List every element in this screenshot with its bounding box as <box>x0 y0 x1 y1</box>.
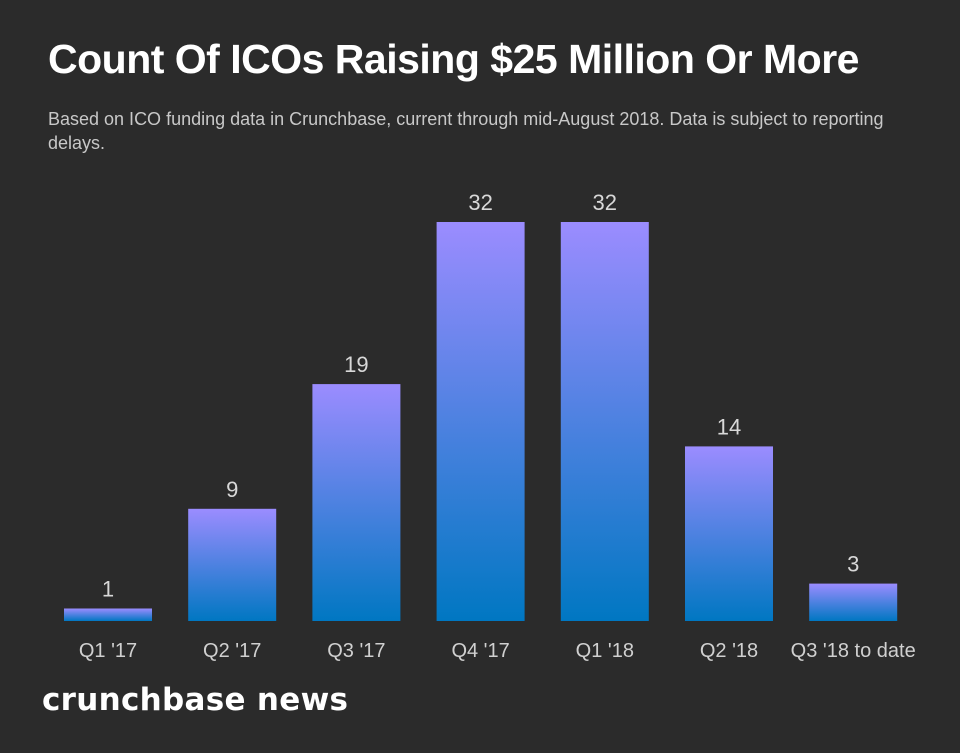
bar-5 <box>685 446 773 621</box>
bar-value-label-4: 32 <box>593 190 617 215</box>
x-tick-labels-group: Q1 '17 Q2 '17 Q3 '17 Q4 '17 Q1 '18 Q2 '18 Q3 '… <box>79 640 916 662</box>
x-tick-label-3: Q4 '17 <box>451 640 509 662</box>
crunchbase-news-logo: crunchbase news <box>42 682 349 718</box>
chart-title: Count Of ICOs Raising $25 Million Or Mor… <box>48 36 859 82</box>
x-tick-label-6: Q3 '18 to date <box>791 640 916 662</box>
bar-4 <box>560 222 649 621</box>
x-tick-label-4: Q1 '18 <box>576 640 634 662</box>
x-tick-label-2: Q3 '17 <box>327 640 385 662</box>
bar-0 <box>64 608 152 621</box>
bar-value-label-3: 32 <box>468 190 492 215</box>
bars-group <box>64 222 898 621</box>
bar-1 <box>188 508 277 621</box>
bar-value-label-2: 19 <box>344 352 368 377</box>
bar-3 <box>436 222 525 621</box>
x-tick-label-1: Q2 '17 <box>203 640 261 662</box>
bar-6 <box>809 583 898 621</box>
bar-value-label-5: 14 <box>717 414 741 439</box>
bar-2 <box>312 384 401 621</box>
bar-value-label-1: 9 <box>226 477 238 502</box>
x-tick-label-5: Q2 '18 <box>700 640 758 662</box>
x-tick-label-0: Q1 '17 <box>79 640 137 662</box>
bar-value-label-0: 1 <box>102 577 114 602</box>
chart-subtitle: Based on ICO funding data in Crunchbase,… <box>48 109 884 153</box>
bar-value-label-6: 3 <box>847 552 859 577</box>
